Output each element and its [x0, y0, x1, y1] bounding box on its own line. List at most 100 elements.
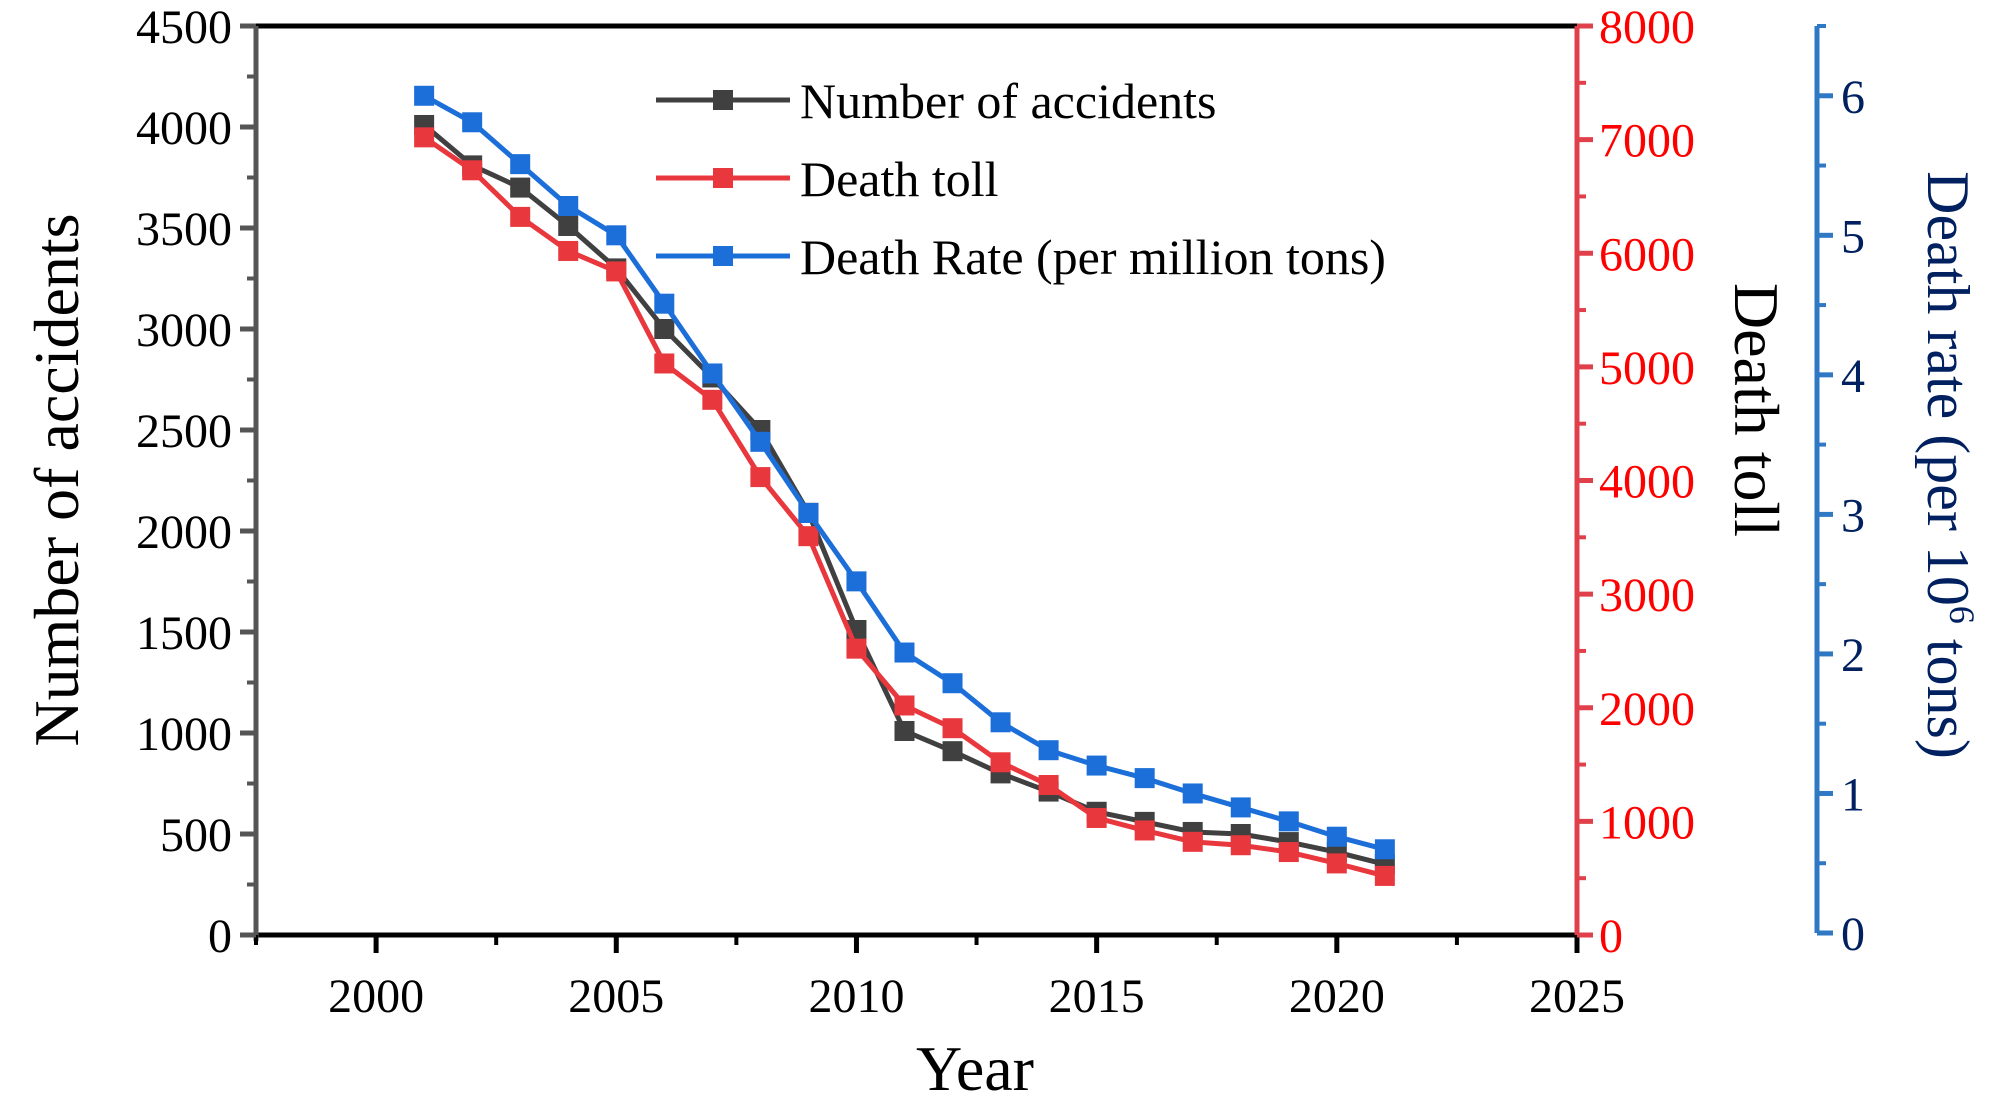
legend-label: Death toll	[800, 151, 999, 207]
y-tick-label-right: 6000	[1599, 228, 1695, 281]
data-point	[1134, 768, 1155, 789]
data-point	[510, 177, 531, 198]
y-tick-label-right: 2000	[1599, 683, 1695, 736]
y-axis-label-right2-end: tons)	[1915, 624, 1981, 759]
y-tick-label-right: 7000	[1599, 115, 1695, 168]
legend-entry: Number of accidents	[656, 73, 1217, 129]
data-point	[1038, 740, 1059, 761]
y-tick-label-left: 3500	[136, 203, 232, 256]
data-point	[942, 718, 963, 739]
series-death-toll	[414, 127, 1395, 886]
data-point	[894, 720, 915, 741]
data-point	[1182, 831, 1203, 852]
data-point	[894, 642, 915, 663]
data-point	[606, 261, 627, 282]
data-point	[894, 695, 915, 716]
data-point	[606, 225, 627, 246]
y-tick-label-left: 3000	[136, 304, 232, 357]
data-point	[558, 240, 579, 261]
y-tick-label-right: 0	[1599, 910, 1623, 963]
data-point	[1182, 783, 1203, 804]
x-tick-label: 2010	[808, 970, 904, 1023]
series-death-rate-per-million-tons	[414, 85, 1395, 860]
data-point	[1374, 839, 1395, 860]
y-tick-label-right2: 0	[1841, 908, 1865, 961]
data-point	[750, 431, 771, 452]
data-point	[654, 353, 675, 374]
data-point	[654, 293, 675, 314]
data-point	[1374, 865, 1395, 886]
y-tick-label-right2: 5	[1841, 210, 1865, 263]
y-tick-label-right2: 4	[1841, 350, 1865, 403]
y-tick-label-left: 1500	[136, 607, 232, 660]
y-tick-label-left: 0	[208, 910, 232, 963]
data-point	[1038, 775, 1059, 796]
x-tick-label: 2005	[568, 970, 664, 1023]
legend: Number of accidents Death toll Death Rate …	[656, 73, 1386, 285]
data-point	[1326, 853, 1347, 874]
x-tick-label: 2025	[1529, 970, 1625, 1023]
data-point	[414, 127, 435, 148]
data-point	[750, 467, 771, 488]
legend-entry: Death toll	[656, 151, 999, 207]
y-tick-label-right: 3000	[1599, 569, 1695, 622]
data-point	[798, 502, 819, 523]
data-point	[990, 712, 1011, 733]
data-point	[846, 638, 867, 659]
y-axis-label-right2-sup: 6	[1942, 606, 1982, 624]
x-axis-label: Year	[916, 1033, 1034, 1102]
y-tick-label-right: 8000	[1599, 1, 1695, 54]
y-tick-label-right2: 3	[1841, 489, 1865, 542]
data-point	[1086, 755, 1107, 776]
data-point	[1278, 842, 1299, 863]
data-point	[798, 526, 819, 547]
data-point	[942, 741, 963, 762]
y-tick-label-right2: 2	[1841, 629, 1865, 682]
legend-swatch-marker	[713, 90, 733, 110]
data-point	[654, 319, 675, 339]
data-point	[846, 571, 867, 592]
data-point	[1134, 820, 1155, 841]
data-point	[702, 363, 723, 384]
y-tick-label-left: 2000	[136, 506, 232, 559]
legend-entry: Death Rate (per million tons)	[656, 229, 1386, 285]
data-point	[1230, 797, 1251, 818]
data-point	[510, 206, 531, 227]
y-tick-label-left: 4000	[136, 102, 232, 155]
legend-label: Number of accidents	[800, 73, 1217, 129]
y-tick-label-right: 4000	[1599, 456, 1695, 509]
y-tick-label-left: 1000	[136, 708, 232, 761]
data-point	[1278, 811, 1299, 832]
y-tick-label-left: 500	[160, 809, 232, 862]
data-point	[702, 389, 723, 410]
legend-swatch-marker	[713, 246, 733, 266]
data-point	[558, 196, 579, 217]
y-tick-label-right2: 1	[1841, 768, 1865, 821]
data-point	[558, 215, 579, 236]
x-tick-label: 2000	[328, 970, 424, 1023]
y-axis-label-right2: Death rate (per 106 tons)	[1915, 171, 1982, 759]
data-point	[1326, 826, 1347, 847]
data-point	[1086, 807, 1107, 828]
legend-swatch-marker	[713, 168, 733, 188]
data-point	[510, 154, 531, 175]
data-point	[414, 85, 435, 106]
x-tick-label: 2015	[1049, 970, 1145, 1023]
axes-layer: 2000 2005 2010 2015 2020 20250500100015002000…	[136, 1, 1865, 1023]
y-axis-label-left: Number of accidents	[21, 213, 92, 746]
data-point	[462, 112, 483, 133]
y-axis-label-right2-main: Death rate (per 10	[1915, 171, 1981, 606]
data-point	[990, 752, 1011, 773]
data-point	[1230, 835, 1251, 856]
y-tick-label-left: 4500	[136, 1, 232, 54]
y-tick-label-right: 1000	[1599, 796, 1695, 849]
series-layer	[414, 85, 1395, 886]
data-point	[942, 673, 963, 694]
y-tick-label-right2: 6	[1841, 71, 1865, 124]
y-tick-label-right: 5000	[1599, 342, 1695, 395]
x-tick-label: 2020	[1289, 970, 1385, 1023]
data-point	[462, 160, 483, 181]
y-axis-label-right: Death toll	[1721, 283, 1792, 537]
